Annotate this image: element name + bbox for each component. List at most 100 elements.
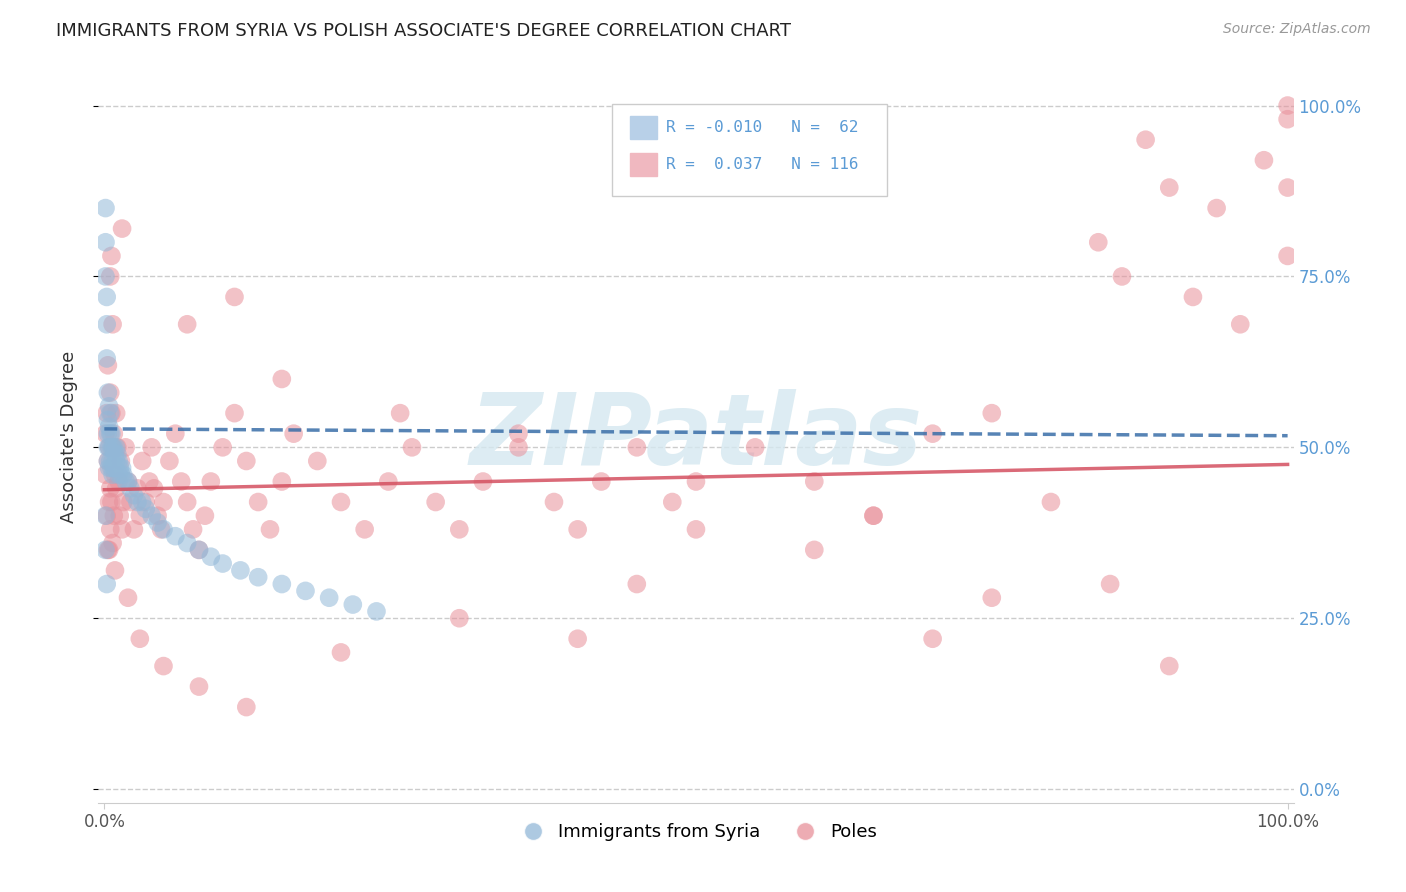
- Text: ZIPatlas: ZIPatlas: [470, 389, 922, 485]
- Immigrants from Syria: [98, 426, 121, 441]
- Text: R = -0.010   N =  62: R = -0.010 N = 62: [666, 120, 859, 136]
- Poles: [97, 454, 120, 468]
- Immigrants from Syria: [294, 583, 316, 598]
- Poles: [449, 611, 471, 625]
- Poles: [1205, 201, 1227, 215]
- Poles: [104, 563, 127, 577]
- Poles: [224, 406, 246, 420]
- Immigrants from Syria: [94, 201, 117, 215]
- Poles: [1111, 269, 1133, 284]
- Immigrants from Syria: [165, 529, 187, 543]
- Immigrants from Syria: [101, 454, 124, 468]
- Poles: [1277, 98, 1299, 112]
- Poles: [114, 440, 136, 454]
- Poles: [283, 426, 305, 441]
- Poles: [100, 249, 122, 263]
- Poles: [188, 680, 211, 694]
- Poles: [1099, 577, 1122, 591]
- Immigrants from Syria: [176, 536, 198, 550]
- Poles: [921, 426, 943, 441]
- Poles: [152, 495, 174, 509]
- Poles: [626, 440, 648, 454]
- Poles: [170, 475, 193, 489]
- Poles: [105, 481, 128, 495]
- Immigrants from Syria: [105, 454, 128, 468]
- Immigrants from Syria: [100, 426, 122, 441]
- Poles: [152, 659, 174, 673]
- Immigrants from Syria: [114, 475, 136, 489]
- Poles: [157, 454, 180, 468]
- Text: Source: ZipAtlas.com: Source: ZipAtlas.com: [1223, 22, 1371, 37]
- Poles: [98, 495, 121, 509]
- Immigrants from Syria: [366, 604, 388, 618]
- Poles: [270, 372, 292, 386]
- Poles: [377, 475, 399, 489]
- Poles: [188, 542, 211, 557]
- Poles: [176, 495, 198, 509]
- Poles: [353, 522, 375, 536]
- Immigrants from Syria: [105, 447, 128, 461]
- Poles: [980, 591, 1002, 605]
- Poles: [472, 475, 495, 489]
- Immigrants from Syria: [117, 475, 139, 489]
- Poles: [194, 508, 217, 523]
- Poles: [101, 440, 124, 454]
- Immigrants from Syria: [94, 269, 117, 284]
- Immigrants from Syria: [107, 467, 129, 482]
- Immigrants from Syria: [98, 460, 121, 475]
- Immigrants from Syria: [318, 591, 340, 605]
- Poles: [105, 440, 128, 454]
- Immigrants from Syria: [104, 447, 127, 461]
- Immigrants from Syria: [96, 351, 118, 366]
- Immigrants from Syria: [152, 522, 174, 536]
- Immigrants from Syria: [105, 440, 128, 454]
- Poles: [1159, 180, 1181, 194]
- Poles: [165, 426, 187, 441]
- Text: IMMIGRANTS FROM SYRIA VS POLISH ASSOCIATE'S DEGREE CORRELATION CHART: IMMIGRANTS FROM SYRIA VS POLISH ASSOCIAT…: [56, 22, 792, 40]
- Poles: [235, 700, 257, 714]
- Immigrants from Syria: [146, 516, 169, 530]
- Poles: [103, 426, 125, 441]
- Immigrants from Syria: [122, 488, 145, 502]
- Poles: [94, 426, 117, 441]
- Immigrants from Syria: [104, 460, 127, 475]
- Immigrants from Syria: [110, 467, 132, 482]
- Poles: [98, 542, 121, 557]
- Poles: [111, 522, 134, 536]
- Poles: [1039, 495, 1062, 509]
- Poles: [143, 481, 166, 495]
- Poles: [105, 406, 128, 420]
- FancyBboxPatch shape: [613, 104, 887, 195]
- Poles: [117, 475, 139, 489]
- Poles: [98, 481, 121, 495]
- Immigrants from Syria: [112, 467, 135, 482]
- Poles: [150, 522, 173, 536]
- Immigrants from Syria: [188, 542, 211, 557]
- Poles: [389, 406, 412, 420]
- Immigrants from Syria: [108, 460, 131, 475]
- Poles: [803, 475, 825, 489]
- Immigrants from Syria: [98, 454, 121, 468]
- Poles: [425, 495, 447, 509]
- Immigrants from Syria: [96, 318, 118, 332]
- Poles: [1181, 290, 1204, 304]
- Poles: [98, 522, 121, 536]
- Poles: [94, 467, 117, 482]
- Immigrants from Syria: [94, 508, 117, 523]
- Poles: [98, 269, 121, 284]
- Immigrants from Syria: [97, 440, 120, 454]
- Immigrants from Syria: [247, 570, 270, 584]
- Poles: [685, 475, 707, 489]
- Poles: [211, 440, 233, 454]
- Poles: [1277, 180, 1299, 194]
- Immigrants from Syria: [98, 406, 121, 420]
- Poles: [96, 508, 118, 523]
- Legend: Immigrants from Syria, Poles: Immigrants from Syria, Poles: [508, 816, 884, 848]
- Poles: [744, 440, 766, 454]
- Poles: [110, 454, 132, 468]
- Poles: [1135, 133, 1157, 147]
- Immigrants from Syria: [98, 400, 121, 414]
- Poles: [111, 221, 134, 235]
- Text: R =  0.037   N = 116: R = 0.037 N = 116: [666, 157, 859, 172]
- Poles: [107, 475, 129, 489]
